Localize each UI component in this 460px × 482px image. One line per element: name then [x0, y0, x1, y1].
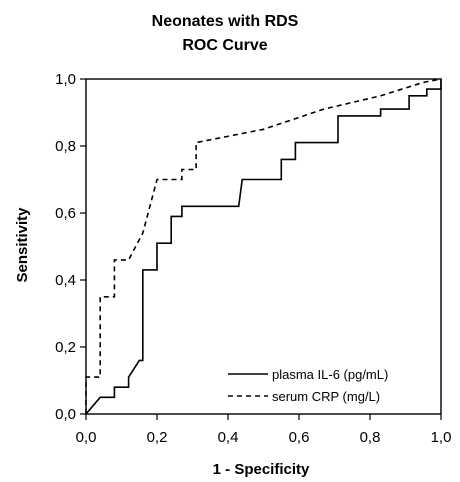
series-line-plasma-il6 — [85, 79, 442, 415]
legend-label: serum CRP (mg/L) — [272, 389, 380, 404]
x-axis-title: 1 - Specificity — [213, 461, 310, 478]
chart-title: Neonates with RDS — [152, 13, 299, 30]
x-tick-label: 0,8 — [360, 429, 381, 446]
y-axis-title: Sensitivity — [14, 207, 31, 283]
x-tick-label: 0,0 — [76, 429, 97, 446]
x-tick-label: 1,0 — [431, 429, 452, 446]
series-layer — [85, 78, 442, 415]
y-tick-label: 0,6 — [55, 205, 76, 222]
y-tick-label: 1,0 — [55, 71, 76, 88]
series-line-serum-crp — [85, 78, 442, 414]
legend-label: plasma IL-6 (pg/mL) — [272, 367, 388, 382]
x-tick-label: 0,4 — [218, 429, 239, 446]
y-tick-label: 0,2 — [55, 339, 76, 356]
x-tick-label: 0,6 — [289, 429, 310, 446]
chart-subtitle: ROC Curve — [182, 37, 267, 54]
y-tick-label: 0,0 — [55, 406, 76, 423]
y-tick-label: 0,8 — [55, 138, 76, 155]
y-axis-ticks: 0,0 0,2 0,4 0,6 0,8 1,0 — [55, 71, 86, 423]
y-tick-label: 0,4 — [55, 272, 76, 289]
x-axis-ticks: 0,0 0,2 0,4 0,6 0,8 1,0 — [76, 414, 452, 446]
legend: plasma IL-6 (pg/mL) serum CRP (mg/L) — [228, 367, 388, 404]
plot-frame — [85, 78, 442, 415]
x-tick-label: 0,2 — [147, 429, 168, 446]
